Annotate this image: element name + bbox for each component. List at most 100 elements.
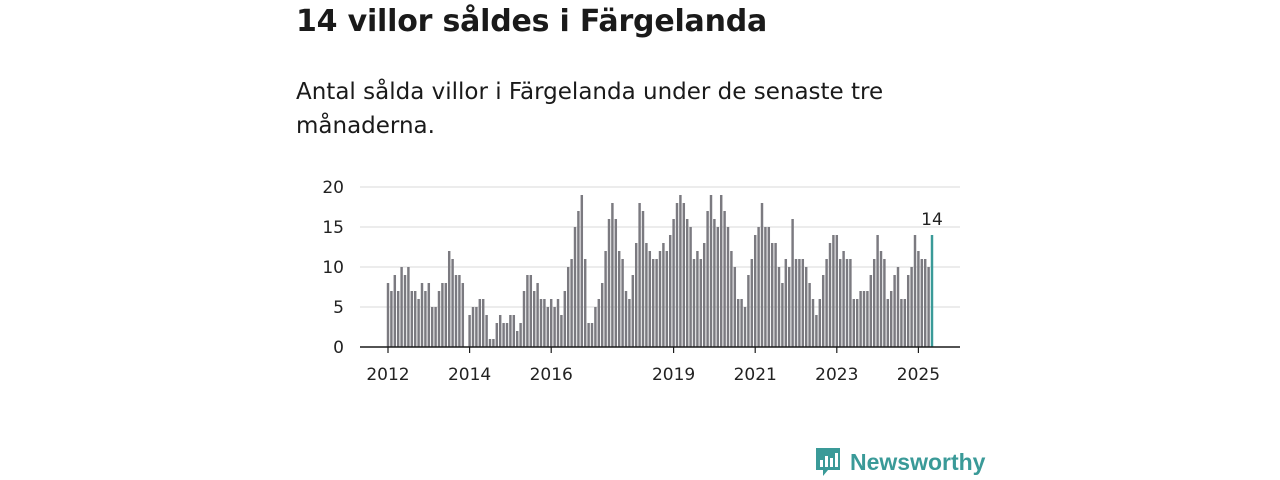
bar (553, 307, 556, 347)
bar (454, 275, 458, 347)
bar (886, 299, 890, 347)
bar (828, 243, 832, 347)
bar (757, 227, 760, 347)
bar (475, 307, 478, 347)
bar (923, 259, 927, 347)
bar (774, 243, 777, 347)
bar (393, 275, 397, 347)
bar (855, 299, 859, 347)
bar (437, 291, 441, 347)
bar (634, 243, 638, 347)
bar (716, 227, 720, 347)
bar (515, 331, 519, 347)
bar (900, 299, 903, 347)
newsworthy-logo-icon (816, 448, 840, 476)
bar (675, 203, 679, 347)
bar (713, 219, 716, 347)
bar (604, 251, 607, 347)
bar (876, 235, 879, 347)
bar (628, 299, 631, 347)
bar (587, 323, 590, 347)
bar (556, 299, 560, 347)
bar (509, 315, 512, 347)
bar (736, 299, 740, 347)
bar (532, 291, 536, 347)
bar (549, 299, 553, 347)
x-tick-label: 2012 (366, 365, 409, 385)
bar (764, 227, 767, 347)
bar (852, 299, 856, 347)
bar (818, 299, 822, 347)
bar (430, 307, 434, 347)
bar (787, 267, 791, 347)
bar (580, 195, 584, 347)
bar (522, 291, 526, 347)
bar (872, 259, 876, 347)
bar (668, 235, 672, 347)
bar (801, 259, 805, 347)
bar (563, 291, 567, 347)
bar (896, 267, 900, 347)
highlight-bar (930, 235, 934, 347)
bar (468, 315, 471, 347)
bar (869, 275, 873, 347)
bar (577, 211, 580, 347)
bar (672, 219, 675, 347)
bar (906, 275, 910, 347)
bar (617, 251, 621, 347)
bar (821, 275, 825, 347)
bar (519, 323, 522, 347)
bar (804, 267, 808, 347)
bar (777, 267, 781, 347)
bar (838, 259, 842, 347)
bar (665, 251, 669, 347)
bar (927, 267, 930, 347)
bar (879, 251, 883, 347)
bar (696, 251, 699, 347)
bar (641, 211, 645, 347)
bar (808, 283, 811, 347)
page-title: 14 villor såldes i Färgelanda (296, 4, 768, 39)
y-tick-label: 15 (322, 218, 344, 238)
x-tick-label: 2016 (530, 365, 573, 385)
bar (570, 259, 573, 347)
y-tick-label: 10 (322, 258, 344, 278)
bar (471, 307, 475, 347)
bar (784, 259, 788, 347)
bar (407, 267, 410, 347)
bar (447, 251, 451, 347)
bar (424, 291, 427, 347)
bar (600, 283, 604, 347)
bar (590, 323, 594, 347)
bar (638, 203, 641, 347)
bar (845, 259, 849, 347)
bar (410, 291, 414, 347)
bar (648, 251, 652, 347)
bar (485, 315, 488, 347)
bar (798, 259, 801, 347)
bar (645, 243, 648, 347)
bar (417, 299, 420, 347)
x-tick-label: 2019 (652, 365, 695, 385)
bar (753, 235, 757, 347)
bar (461, 283, 465, 347)
bar (451, 259, 454, 347)
bar (835, 235, 839, 347)
bar (913, 235, 917, 347)
bar (692, 259, 696, 347)
bar (726, 227, 730, 347)
bar (539, 299, 543, 347)
bar (478, 299, 482, 347)
brand-logo[interactable]: Newsworthy (814, 446, 985, 478)
bar (811, 299, 815, 347)
bar (546, 307, 550, 347)
bar (427, 283, 431, 347)
bar (386, 283, 390, 347)
bar (631, 275, 635, 347)
bar (866, 291, 869, 347)
bar (679, 195, 682, 347)
chart-subtitle: Antal sålda villor i Färgelanda under de… (296, 79, 884, 139)
bar (614, 219, 618, 347)
bar (566, 267, 570, 347)
